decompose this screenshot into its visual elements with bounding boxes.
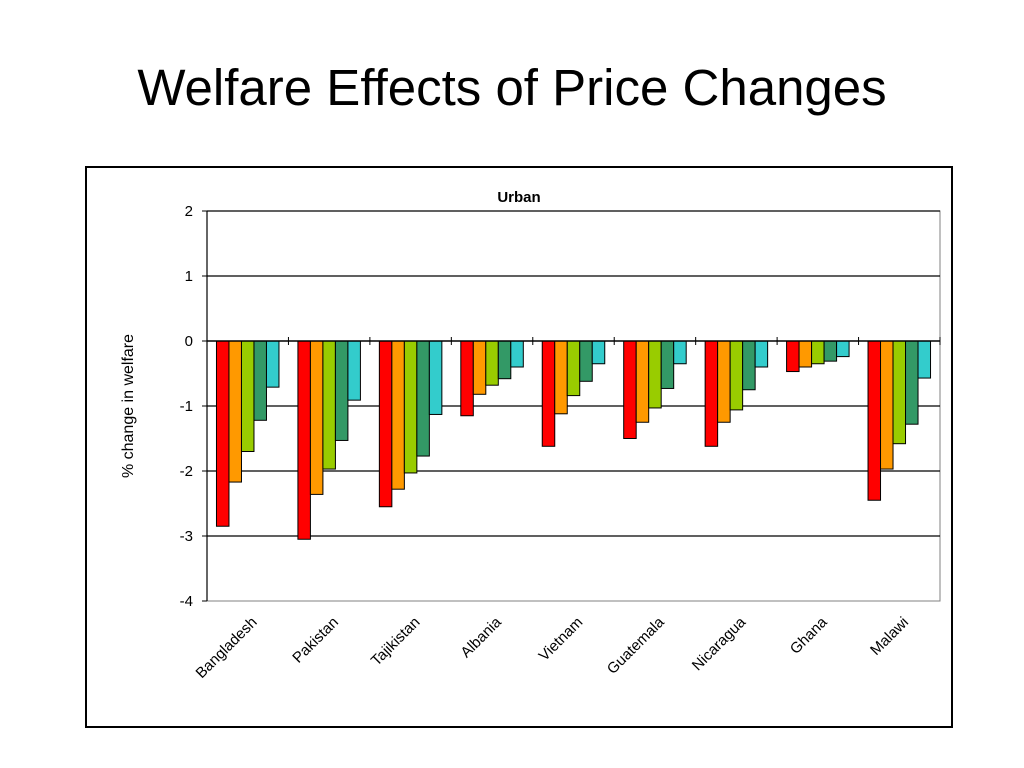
bar bbox=[742, 340, 756, 391]
x-tick-label: Albania bbox=[457, 613, 505, 661]
bar bbox=[786, 340, 800, 373]
bar bbox=[892, 340, 907, 445]
bar bbox=[228, 340, 242, 483]
bar bbox=[541, 340, 556, 447]
bar bbox=[917, 340, 932, 379]
bars bbox=[215, 340, 932, 540]
y-tick-label: -2 bbox=[180, 463, 193, 480]
bar bbox=[322, 340, 336, 470]
bar bbox=[867, 340, 882, 501]
bar bbox=[880, 340, 894, 470]
x-tick-label: Nicaragua bbox=[689, 613, 750, 674]
bar bbox=[648, 340, 662, 409]
bar bbox=[673, 340, 687, 365]
y-tick-label: -4 bbox=[180, 593, 193, 610]
bar bbox=[660, 340, 675, 389]
bar bbox=[704, 340, 719, 447]
y-tick-label: -1 bbox=[180, 398, 193, 415]
x-tick-label: Vietnam bbox=[536, 614, 587, 665]
bar bbox=[334, 340, 349, 441]
welfare-bar-chart: Urban % change in welfare 2 1 0 -1 -2 -3 -4Ban… bbox=[120, 189, 941, 682]
x-tick-label: Malawi bbox=[867, 614, 912, 659]
bar bbox=[403, 340, 418, 474]
x-tick-label: Bangladesh bbox=[193, 614, 261, 682]
bar bbox=[391, 340, 405, 490]
bar bbox=[823, 340, 838, 362]
x-tick-label: Pakistan bbox=[289, 614, 342, 667]
bar bbox=[416, 340, 430, 457]
bar bbox=[579, 340, 593, 382]
bar bbox=[591, 340, 606, 365]
bar bbox=[347, 340, 361, 401]
bar bbox=[240, 340, 255, 452]
y-tick-label: -3 bbox=[180, 528, 193, 545]
bar bbox=[836, 340, 850, 358]
bar bbox=[265, 340, 280, 388]
bar bbox=[635, 340, 650, 423]
bar bbox=[510, 340, 524, 368]
bar bbox=[798, 340, 813, 368]
bar bbox=[554, 340, 568, 415]
bar bbox=[215, 340, 230, 527]
axes bbox=[202, 210, 941, 602]
bar bbox=[905, 340, 919, 425]
y-tick-label: 0 bbox=[185, 333, 193, 350]
bar bbox=[472, 340, 487, 395]
chart-title: Urban bbox=[497, 189, 540, 206]
gridlines bbox=[206, 210, 941, 602]
y-axis-label: % change in welfare bbox=[120, 334, 137, 478]
x-tick-label: Guatemala bbox=[604, 613, 668, 677]
x-tick-label: Tajikistan bbox=[368, 614, 424, 670]
x-tick-label: Ghana bbox=[787, 613, 831, 657]
bar bbox=[717, 340, 731, 423]
bar bbox=[729, 340, 744, 411]
bar bbox=[811, 340, 825, 365]
bar bbox=[497, 340, 512, 380]
y-tick-label: 2 bbox=[185, 203, 193, 220]
bar bbox=[754, 340, 769, 368]
bar bbox=[253, 340, 267, 421]
bar bbox=[623, 340, 637, 439]
bar bbox=[566, 340, 581, 397]
bar bbox=[309, 340, 324, 495]
chart-frame: Urban % change in welfare 2 1 0 -1 -2 -3 -4 Ban… bbox=[85, 166, 953, 728]
bar bbox=[428, 340, 443, 415]
bar bbox=[485, 340, 499, 386]
slide-title: Welfare Effects of Price Changes bbox=[137, 59, 887, 116]
bar bbox=[378, 340, 393, 508]
bar bbox=[460, 340, 474, 417]
bar bbox=[297, 340, 311, 540]
y-tick-label: 1 bbox=[185, 268, 193, 285]
